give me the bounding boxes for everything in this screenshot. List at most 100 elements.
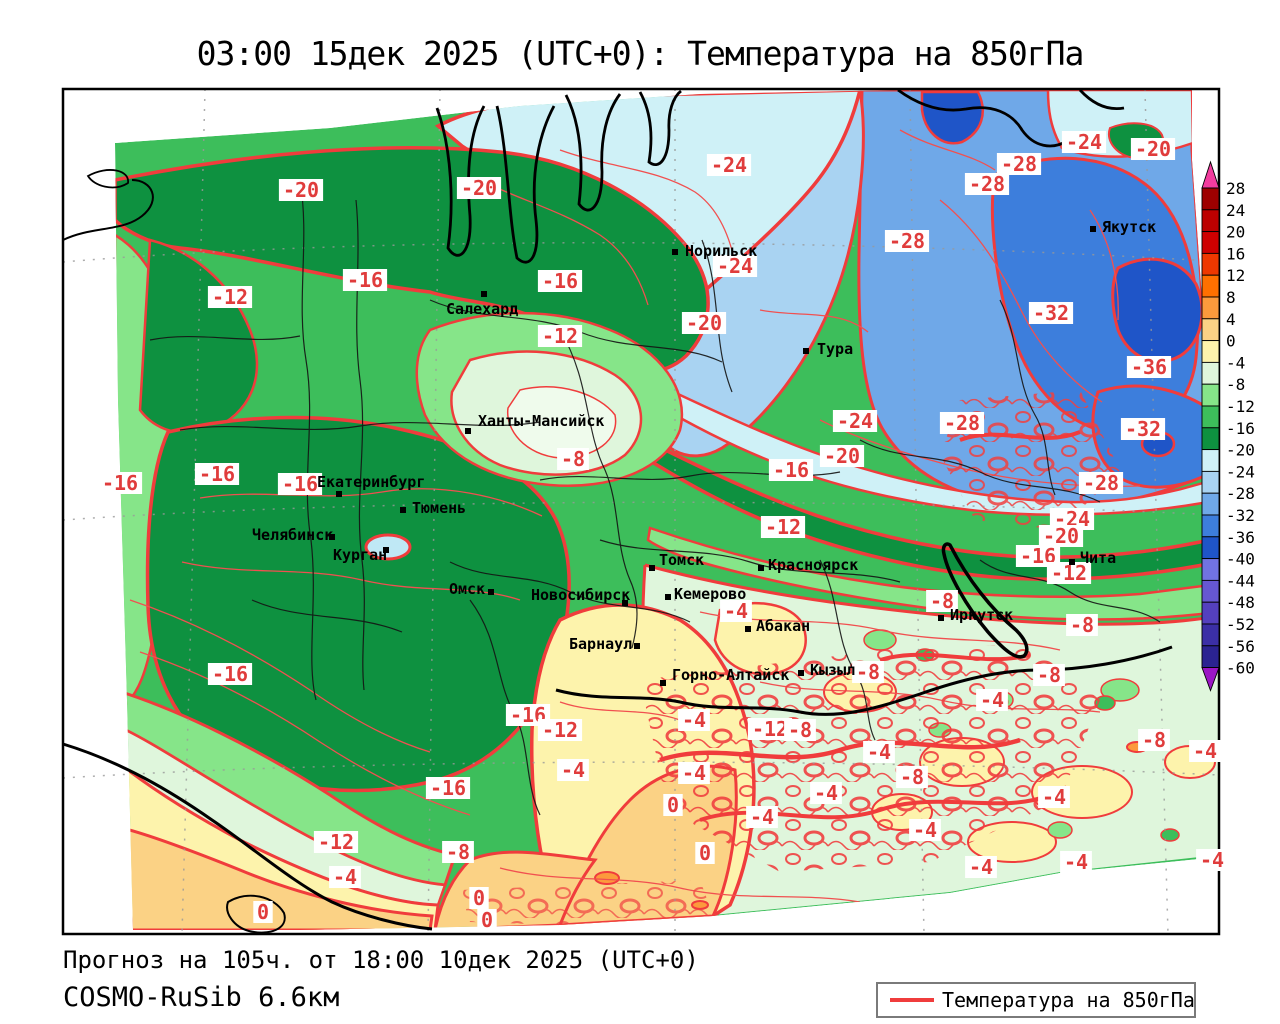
- isotherm-label: -16: [282, 472, 318, 496]
- legend-label: Температура на 850гПа: [942, 988, 1195, 1012]
- isotherm-label: -8: [1070, 613, 1094, 637]
- isotherm-label: -20: [824, 444, 860, 468]
- isotherm-label-chip: [1038, 525, 1084, 547]
- city-dot: [660, 680, 666, 686]
- isotherm-label: 0: [667, 793, 679, 817]
- colorbar-tick: -20: [1226, 441, 1255, 460]
- colorbar-tick: 4: [1226, 310, 1236, 329]
- colorbar-arrow-bottom: [1201, 667, 1220, 692]
- isotherm-label-chip: [965, 856, 997, 878]
- city-label: Барнаул: [569, 635, 632, 653]
- isotherm-label-chip: [896, 766, 928, 788]
- city-dot: [665, 594, 671, 600]
- isotherm-label-chip: [784, 719, 816, 741]
- isotherm-label: -12: [212, 285, 248, 309]
- city-dot: [938, 615, 944, 621]
- isotherm-label-chip: [810, 782, 842, 804]
- city-dot: [798, 670, 804, 676]
- isotherm-label: -24: [1066, 130, 1102, 154]
- city-label: Томск: [659, 551, 704, 569]
- colorbar-tick: 0: [1226, 332, 1236, 351]
- colorbar-box: [1201, 252, 1220, 276]
- isotherm-label: -28: [1083, 471, 1119, 495]
- model-caption: COSMO-RuSib 6.6км: [63, 982, 340, 1013]
- colorbar-tick: -8: [1226, 375, 1245, 394]
- colorbar-tick: -56: [1226, 637, 1255, 656]
- colorbar-tick: -36: [1226, 528, 1255, 547]
- isotherm-label: -12: [542, 718, 578, 742]
- colorbar-box: [1201, 361, 1220, 385]
- isotherm-label-chip: [760, 516, 806, 538]
- isotherm-label-chip: [537, 719, 583, 741]
- isotherm-label-chip: [1060, 851, 1092, 873]
- colorbar: 28 24 20 16 12 8 4 0 -4 -8 -12 -16 -20 -24 -28 -32 -36 -4…: [1201, 160, 1255, 692]
- isotherm-label: 0: [473, 886, 485, 910]
- isotherm-label-chip: [746, 806, 778, 828]
- isotherm-label: -4: [333, 865, 357, 889]
- isotherm-label-chip: [695, 842, 715, 864]
- colorbar-tick: -60: [1226, 659, 1255, 678]
- isotherm-label: -8: [900, 765, 924, 789]
- isotherm-label-chip: [557, 759, 589, 781]
- coastlines-borders: [62, 88, 1173, 934]
- colorbar-box: [1201, 579, 1220, 603]
- city-dot: [1090, 226, 1096, 232]
- isotherm-label-chip: [976, 689, 1008, 711]
- city-label: Кызыл: [810, 661, 855, 679]
- graticule: [62, 88, 1220, 935]
- isotherm-label-chip: [1078, 472, 1124, 494]
- city-label: Якутск: [1102, 218, 1156, 236]
- isotherm-label-chip: [278, 179, 324, 201]
- city-label: Тура: [817, 340, 853, 358]
- isotherm-label: -24: [837, 409, 873, 433]
- colorbar-arrow-top: [1201, 160, 1220, 189]
- isotherm-label: -8: [930, 589, 954, 613]
- colorbar-box: [1201, 383, 1220, 407]
- city-dot: [649, 565, 655, 571]
- colorbar-box: [1201, 514, 1220, 538]
- colorbar-tick: -12: [1226, 397, 1255, 416]
- city-label: Красноярск: [768, 556, 858, 574]
- isotherm-label: -8: [856, 660, 880, 684]
- isotherm-label-chip: [1015, 545, 1061, 567]
- colorbar-box: [1201, 645, 1220, 669]
- isotherm-label: -4: [1193, 739, 1217, 763]
- isotherm-label: -20: [686, 311, 722, 335]
- colorbar-tick: -40: [1226, 550, 1255, 569]
- city-label: Абакан: [756, 617, 810, 635]
- isotherm-label: -8: [1142, 728, 1166, 752]
- colorbar-tick: -48: [1226, 593, 1255, 612]
- isotherm-label: -4: [1200, 848, 1224, 872]
- isotherm-label-chip: [1028, 302, 1074, 324]
- isotherm-label: -20: [1135, 137, 1171, 161]
- isotherm-label-chip: [1189, 740, 1221, 762]
- city-dot: [488, 589, 494, 595]
- isotherm-label-chip: [663, 794, 683, 816]
- isotherm-label: -12: [318, 830, 354, 854]
- colorbar-box: [1201, 405, 1220, 429]
- city-dot: [400, 507, 406, 513]
- isotherm-label-chip: [313, 831, 359, 853]
- isotherm-label-chip: [1120, 418, 1166, 440]
- city-label: Омск: [449, 580, 485, 598]
- isotherm-label: -12: [752, 717, 788, 741]
- legend-box: Температура на 850гПа: [876, 982, 1196, 1018]
- isotherm-label-chip: [681, 312, 727, 334]
- city-dot: [465, 428, 471, 434]
- city-dot: [336, 491, 342, 497]
- colorbar-box: [1201, 187, 1220, 211]
- colorbar-tick: -52: [1226, 615, 1255, 634]
- isotherm-label-chip: [277, 473, 323, 495]
- isotherm-label: -28: [1001, 152, 1037, 176]
- city-dot: [1069, 559, 1075, 565]
- city-dot: [622, 600, 628, 606]
- city-label: Норильск: [685, 242, 757, 260]
- isotherm-label: -8: [446, 840, 470, 864]
- isotherm-label-chip: [884, 230, 930, 252]
- isotherm-label: -4: [682, 708, 706, 732]
- isotherm-label: -8: [1037, 663, 1061, 687]
- city-label: Чита: [1080, 549, 1116, 567]
- isotherm-label: -4: [561, 758, 585, 782]
- isotherm-label-chip: [1049, 508, 1095, 530]
